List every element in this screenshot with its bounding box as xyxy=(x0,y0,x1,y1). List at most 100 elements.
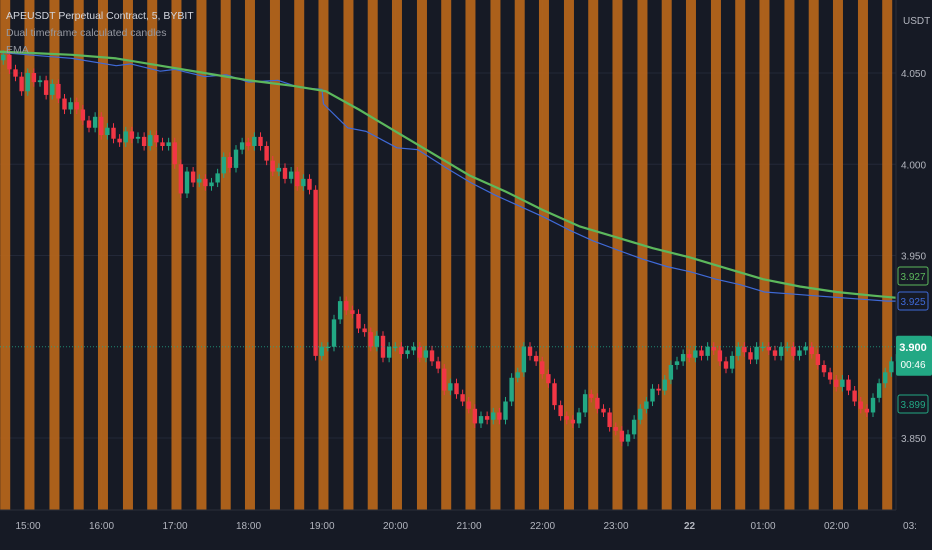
candle-body xyxy=(154,135,159,143)
candle-body xyxy=(215,173,220,183)
candle-body xyxy=(362,328,367,333)
session-stripe xyxy=(367,0,378,510)
time-tick-label: 17:00 xyxy=(162,521,187,532)
session-stripe xyxy=(637,0,648,510)
candle-body xyxy=(478,416,484,424)
candle-body xyxy=(270,160,275,172)
price-tag-label: 3.899 xyxy=(900,400,925,411)
candle-body xyxy=(117,138,122,143)
session-stripe xyxy=(220,0,231,510)
candle-body xyxy=(491,412,496,420)
candle-body xyxy=(92,116,98,128)
candle-body xyxy=(325,346,331,348)
candle-body xyxy=(546,374,551,384)
session-stripe xyxy=(661,0,672,510)
session-stripe xyxy=(685,0,696,510)
session-stripe xyxy=(196,0,207,510)
session-stripe xyxy=(0,0,11,510)
session-stripe xyxy=(612,0,623,510)
candle-body xyxy=(62,98,67,110)
candle-body xyxy=(37,80,43,83)
time-tick-label: 21:00 xyxy=(456,521,481,532)
candle-body xyxy=(644,401,649,409)
candle-body xyxy=(368,332,373,347)
candle-body xyxy=(448,383,453,391)
candle-body xyxy=(521,346,527,373)
candle-body xyxy=(840,379,845,387)
time-tick-label: 16:00 xyxy=(89,521,114,532)
candle-body xyxy=(111,127,116,139)
time-tick-label: 03: xyxy=(903,521,917,532)
last-price-badge xyxy=(896,335,932,376)
candle-body xyxy=(650,388,655,402)
session-stripe xyxy=(759,0,770,510)
candle-body xyxy=(846,379,851,391)
candle-body xyxy=(86,120,92,128)
candle-body xyxy=(105,127,110,136)
candle-body xyxy=(515,372,520,378)
candle-body xyxy=(809,346,814,355)
indicator-candles-label[interactable]: Dual timeframe calculated candles xyxy=(6,27,167,39)
candle-body xyxy=(282,167,288,179)
candle-body xyxy=(484,416,490,420)
candle-body xyxy=(662,379,667,391)
candle-body xyxy=(803,346,808,351)
price-tick-label: 4.000 xyxy=(901,160,926,171)
candle-body xyxy=(454,383,459,395)
candle-body xyxy=(68,102,73,110)
session-stripe xyxy=(441,0,452,510)
candle-body xyxy=(619,430,625,442)
price-tag-box xyxy=(897,394,929,414)
candle-body xyxy=(785,346,790,348)
candle-body xyxy=(680,354,686,362)
candle-body xyxy=(423,350,429,358)
session-stripe xyxy=(73,0,84,510)
candle-body xyxy=(503,401,508,420)
candle-body xyxy=(276,167,282,172)
time-tick-label: 22:00 xyxy=(530,521,555,532)
candle-body xyxy=(301,178,306,187)
candle-body xyxy=(74,102,79,110)
candle-body xyxy=(582,394,588,413)
candle-body xyxy=(723,361,729,369)
candle-body xyxy=(246,142,251,146)
candle-body xyxy=(209,182,214,187)
session-stripe xyxy=(490,0,501,510)
candle-body xyxy=(258,136,263,146)
candle-body xyxy=(638,408,643,420)
bar-countdown-label: 00:46 xyxy=(900,360,925,371)
candle-body xyxy=(870,397,876,413)
session-stripe xyxy=(416,0,427,510)
candle-body xyxy=(613,427,618,431)
candle-body xyxy=(564,416,569,420)
candle-body xyxy=(56,83,61,99)
candle-body xyxy=(172,142,177,165)
candle-body xyxy=(442,368,447,391)
candle-body xyxy=(656,388,661,391)
time-tick-label: 15:00 xyxy=(15,521,40,532)
price-tick-label: 4.050 xyxy=(901,69,926,80)
candle-body xyxy=(331,319,337,347)
candle-body xyxy=(558,405,563,417)
candle-body xyxy=(380,335,386,358)
price-tag-label: 3.927 xyxy=(900,272,925,283)
price-tick-label: 3.850 xyxy=(901,434,926,445)
candle-body xyxy=(197,178,202,183)
session-stripe xyxy=(538,0,549,510)
candle-body xyxy=(533,355,539,362)
candle-body xyxy=(827,372,833,380)
candle-body xyxy=(589,394,594,398)
symbol-title[interactable]: APEUSDT Perpetual Contract, 5, BYBIT xyxy=(6,10,194,22)
candle-body xyxy=(711,346,716,351)
session-stripe xyxy=(24,0,35,510)
candle-body xyxy=(148,135,153,146)
candle-body xyxy=(693,350,698,358)
candle-body xyxy=(625,434,631,442)
candle-body xyxy=(386,346,392,358)
time-tick-label: 01:00 xyxy=(750,521,775,532)
candle-body xyxy=(25,73,30,92)
candle-body xyxy=(601,408,606,413)
indicator-ema-label[interactable]: EMA xyxy=(6,44,29,56)
